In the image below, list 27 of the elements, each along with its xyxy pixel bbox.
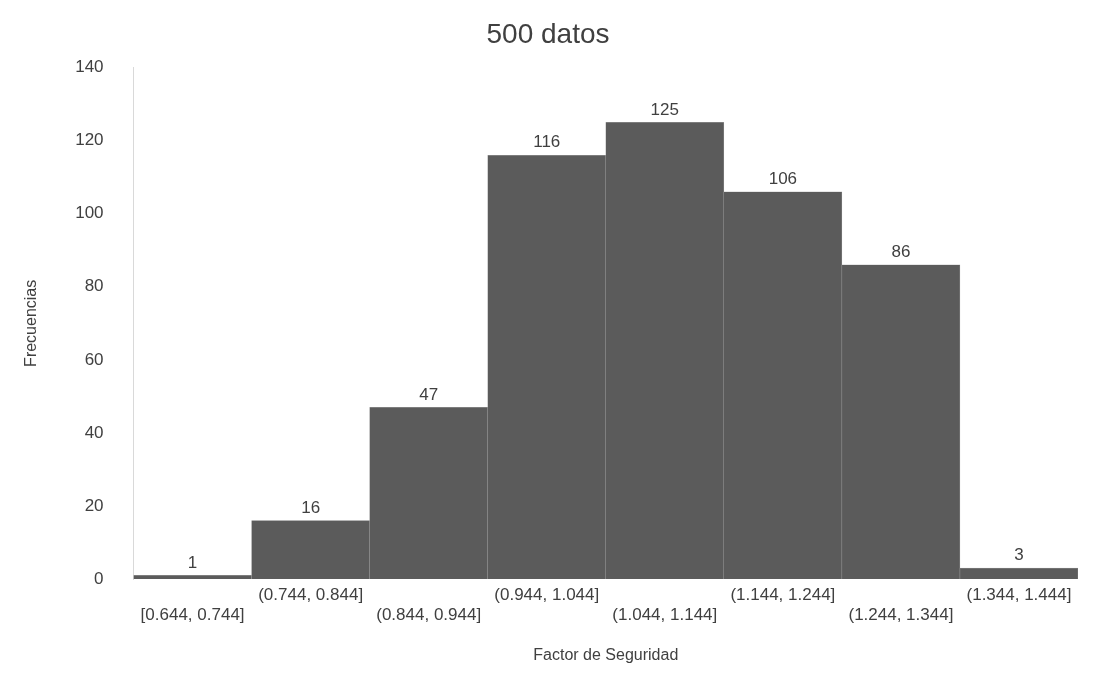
data-label: 106: [768, 168, 798, 188]
data-label: 16: [301, 497, 321, 517]
data-label: 3: [1014, 545, 1024, 565]
data-label: 47: [419, 384, 439, 404]
y-tick-label: 60: [84, 349, 104, 369]
data-label: 116: [533, 132, 561, 152]
y-tick-label: 120: [75, 130, 104, 150]
data-label: 86: [891, 242, 911, 262]
y-tick-label: 100: [75, 203, 104, 223]
y-tick-label: 80: [84, 276, 104, 296]
x-tick-label: (1.044, 1.144]: [612, 605, 718, 625]
y-tick-label: 140: [75, 57, 104, 77]
y-axis-title: Frecuencias: [22, 279, 40, 367]
x-axis-title: Factor de Seguridad: [533, 645, 679, 663]
chart-title: 500 datos: [486, 17, 610, 49]
x-tick-label: (0.944, 1.044]: [494, 584, 600, 604]
y-tick-label: 0: [94, 568, 104, 588]
data-label: 125: [650, 99, 679, 119]
y-tick-label: 40: [84, 422, 104, 442]
y-tick-label: 20: [84, 495, 104, 515]
x-tick-label: [0.644, 0.744]: [140, 605, 245, 625]
x-tick-label: (1.244, 1.344]: [848, 605, 954, 625]
data-label: 1: [187, 552, 198, 572]
x-tick-label: (0.744, 0.844]: [258, 584, 364, 604]
x-tick-label: (1.144, 1.244]: [730, 584, 836, 604]
x-tick-label: (0.844, 0.944]: [376, 605, 482, 625]
x-tick-label: (1.344, 1.444]: [966, 584, 1072, 604]
